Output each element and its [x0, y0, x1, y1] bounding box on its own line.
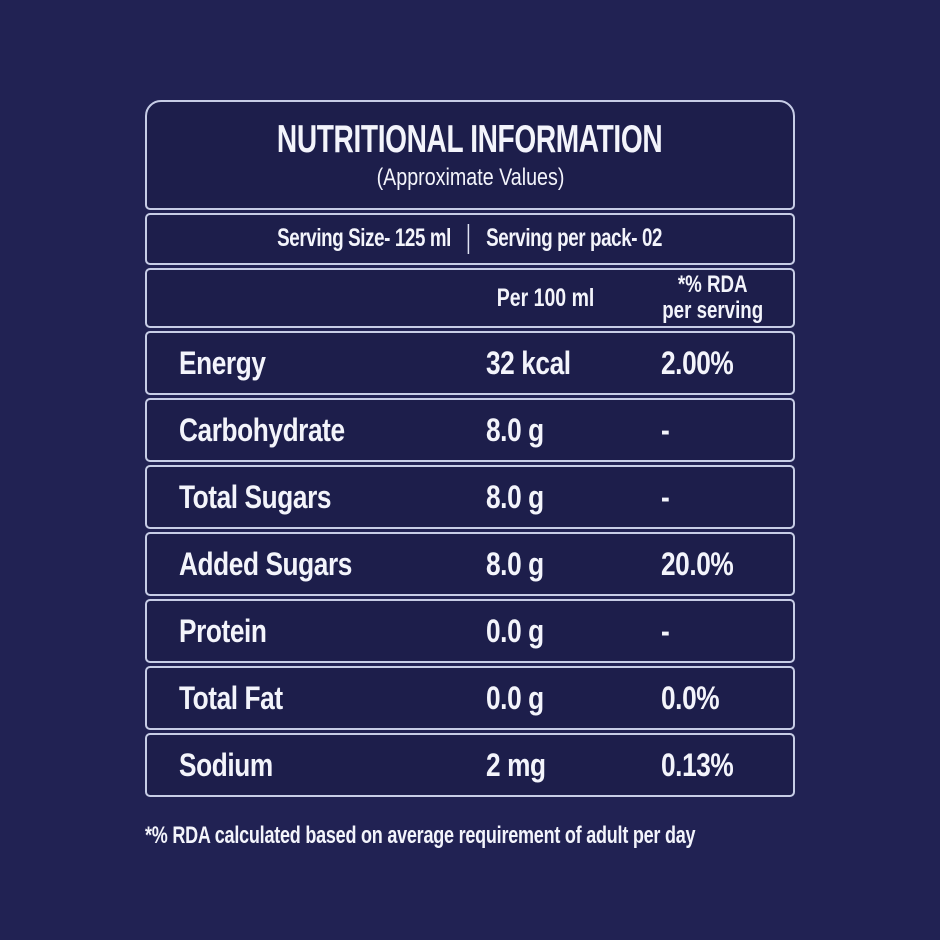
- column-header-per-100ml: Per 100 ml: [496, 283, 595, 312]
- nutrient-label: Energy: [179, 344, 266, 381]
- rda-value: -: [661, 612, 670, 649]
- serving-per-pack-text: Serving per pack- 02: [486, 223, 663, 252]
- serving-size-text: Serving Size- 125 ml: [277, 223, 452, 252]
- nutrition-label-panel: NUTRITIONAL INFORMATION (Approximate Val…: [145, 100, 795, 850]
- nutrient-label: Added Sugars: [179, 545, 352, 582]
- rda-value: 0.0%: [661, 679, 720, 716]
- table-row-total-sugars: Total Sugars 8.0 g -: [145, 465, 795, 529]
- rda-value: 20.0%: [661, 545, 734, 582]
- per-100ml-value: 8.0 g: [486, 411, 544, 448]
- rda-value: 2.00%: [661, 344, 734, 381]
- serving-divider: [468, 224, 470, 255]
- table-row-sodium: Sodium 2 mg 0.13%: [145, 733, 795, 797]
- nutrient-label: Sodium: [179, 746, 273, 783]
- table-row-added-sugars: Added Sugars 8.0 g 20.0%: [145, 532, 795, 596]
- header-block: NUTRITIONAL INFORMATION (Approximate Val…: [145, 100, 795, 210]
- rda-value: -: [661, 411, 670, 448]
- per-100ml-value: 32 kcal: [486, 344, 571, 381]
- nutrient-label: Total Sugars: [179, 478, 332, 515]
- column-header-row: Per 100 ml *% RDA per serving: [145, 268, 795, 328]
- rda-value: 0.13%: [661, 746, 734, 783]
- panel-title: NUTRITIONAL INFORMATION: [277, 117, 663, 161]
- table-row-carbohydrate: Carbohydrate 8.0 g -: [145, 398, 795, 462]
- per-100ml-value: 0.0 g: [486, 612, 544, 649]
- nutrient-label: Carbohydrate: [179, 411, 345, 448]
- rda-footnote: *% RDA calculated based on average requi…: [145, 822, 696, 849]
- table-row-energy: Energy 32 kcal 2.00%: [145, 331, 795, 395]
- table-row-protein: Protein 0.0 g -: [145, 599, 795, 663]
- per-100ml-value: 2 mg: [486, 746, 546, 783]
- serving-block: Serving Size- 125 ml Serving per pack- 0…: [145, 213, 795, 265]
- nutrient-label: Protein: [179, 612, 267, 649]
- table-row-total-fat: Total Fat 0.0 g 0.0%: [145, 666, 795, 730]
- nutrient-label: Total Fat: [179, 679, 283, 716]
- rda-value: -: [661, 478, 670, 515]
- per-100ml-value: 0.0 g: [486, 679, 544, 716]
- column-header-rda: *% RDA per serving: [662, 271, 764, 324]
- panel-subtitle: (Approximate Values): [376, 164, 564, 192]
- serving-line: Serving Size- 125 ml Serving per pack- 0…: [277, 223, 663, 255]
- per-100ml-value: 8.0 g: [486, 545, 544, 582]
- per-100ml-value: 8.0 g: [486, 478, 544, 515]
